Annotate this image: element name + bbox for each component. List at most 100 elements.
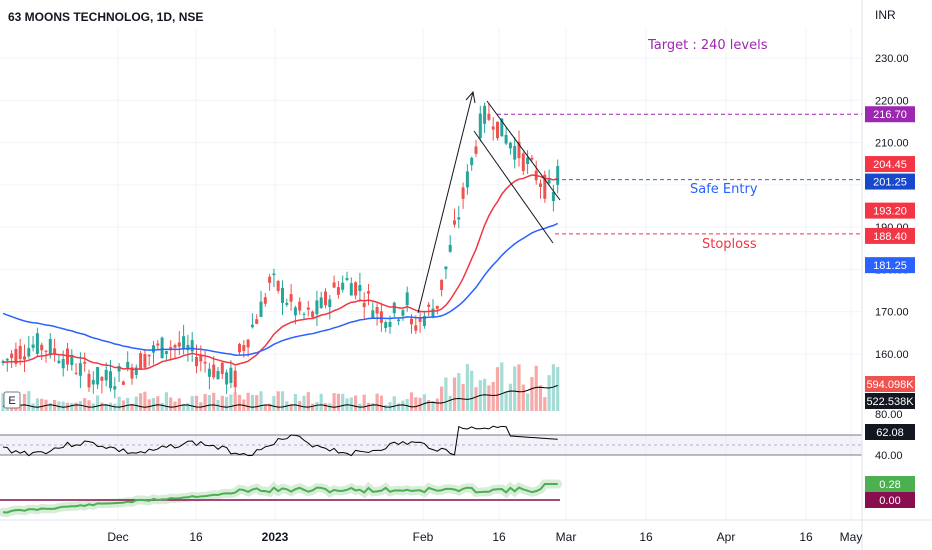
volume-bar xyxy=(526,393,530,411)
pattern-drawings xyxy=(417,90,561,314)
volume-bar xyxy=(40,398,44,411)
candle-body xyxy=(508,142,512,149)
candle-body xyxy=(478,113,482,139)
ema20-price-badge-bg xyxy=(865,202,915,219)
rsi-band xyxy=(0,435,862,455)
volume-bar xyxy=(457,373,461,411)
volume-bar xyxy=(444,377,448,411)
volume-bar xyxy=(22,393,27,411)
candle-body xyxy=(289,294,293,302)
volume-bar xyxy=(319,393,323,411)
volume-bar xyxy=(306,392,310,411)
candle-body xyxy=(362,302,366,308)
last-price-badge-bg xyxy=(865,156,915,173)
ema50-price-badge: 181.25 xyxy=(873,260,907,272)
candle-body xyxy=(48,339,52,356)
volume-bar xyxy=(401,400,405,411)
candle-body xyxy=(358,285,362,292)
candle-body xyxy=(414,325,418,331)
candle-body xyxy=(130,367,134,379)
candle-body xyxy=(164,351,168,355)
candle-body xyxy=(465,171,469,188)
candle-body xyxy=(91,379,95,385)
candle-body xyxy=(388,321,392,327)
volume-bar xyxy=(547,375,551,411)
candle-body xyxy=(401,310,405,316)
volume-bar xyxy=(534,365,538,411)
volume-ma-line xyxy=(2,384,558,408)
candle-body xyxy=(354,282,358,296)
candle-body xyxy=(487,113,491,120)
volume-bar xyxy=(495,367,500,411)
candle-body xyxy=(147,354,151,357)
candle-body xyxy=(496,121,499,139)
e-badge[interactable]: E xyxy=(3,391,21,409)
candle-body xyxy=(379,311,383,323)
volume-bar xyxy=(160,402,164,411)
volume-bar xyxy=(409,392,414,411)
candle-body xyxy=(324,291,327,306)
volume-bar xyxy=(302,395,306,411)
volume-bar xyxy=(151,397,156,411)
volume-bar xyxy=(280,391,285,411)
volume-bar xyxy=(83,398,87,411)
candle-body xyxy=(268,276,272,283)
candle-body xyxy=(186,344,190,351)
candle-body xyxy=(87,373,91,388)
currency-label: INR xyxy=(875,8,896,22)
candle-body xyxy=(263,297,267,304)
volume-badge-1-bg xyxy=(865,376,915,392)
volume-bar xyxy=(323,403,328,411)
volume-bar xyxy=(379,395,383,411)
price-tick-label: 220.00 xyxy=(875,95,909,107)
candle-body xyxy=(78,363,82,376)
volume-bar xyxy=(61,401,65,411)
volume-bar xyxy=(147,399,151,411)
time-tick-label: 16 xyxy=(799,530,813,544)
candle-body xyxy=(470,157,474,166)
volume-bar xyxy=(470,370,474,411)
volume-bar xyxy=(225,396,229,411)
volume-bar xyxy=(207,395,211,411)
volume-bar xyxy=(332,393,336,411)
candle-body xyxy=(418,317,422,322)
last-price-badge: 204.45 xyxy=(873,159,907,171)
candle-body xyxy=(182,336,186,350)
candle-body xyxy=(160,337,164,358)
candle-body xyxy=(83,361,87,364)
volume-bar xyxy=(186,403,190,411)
volume-bar xyxy=(392,396,396,411)
time-tick-label: 16 xyxy=(639,530,653,544)
candle-body xyxy=(440,279,444,291)
candle-body xyxy=(349,283,353,296)
oscillator-value-badge: 0.28 xyxy=(879,479,900,491)
rsi-tick-label: 40.00 xyxy=(875,450,903,462)
candle-body xyxy=(139,353,143,370)
candle-body xyxy=(521,153,525,171)
time-tick-label: 16 xyxy=(189,530,203,544)
volume-bar xyxy=(108,402,113,411)
volume-bar xyxy=(139,393,143,411)
candle-body xyxy=(422,316,426,326)
volume-bar xyxy=(27,391,31,411)
candle-body xyxy=(74,372,78,374)
volume-bar xyxy=(229,394,233,411)
candle-body xyxy=(23,356,26,360)
candle-body xyxy=(517,141,521,159)
candle-body xyxy=(5,358,9,361)
candle-body xyxy=(44,350,48,352)
volume-bar xyxy=(422,394,426,411)
volume-bar xyxy=(121,400,125,411)
time-tick-label: Feb xyxy=(413,530,434,544)
candle-body xyxy=(543,174,547,199)
candle-body xyxy=(500,118,504,137)
candle-body xyxy=(117,366,121,372)
level-label-safe-entry: Safe Entry xyxy=(690,182,758,197)
candle-body xyxy=(293,307,297,316)
candle-body xyxy=(18,345,22,360)
candle-body xyxy=(427,304,431,307)
volume-bar xyxy=(366,402,371,411)
volume-bar xyxy=(354,395,358,411)
candle-body xyxy=(551,191,555,202)
